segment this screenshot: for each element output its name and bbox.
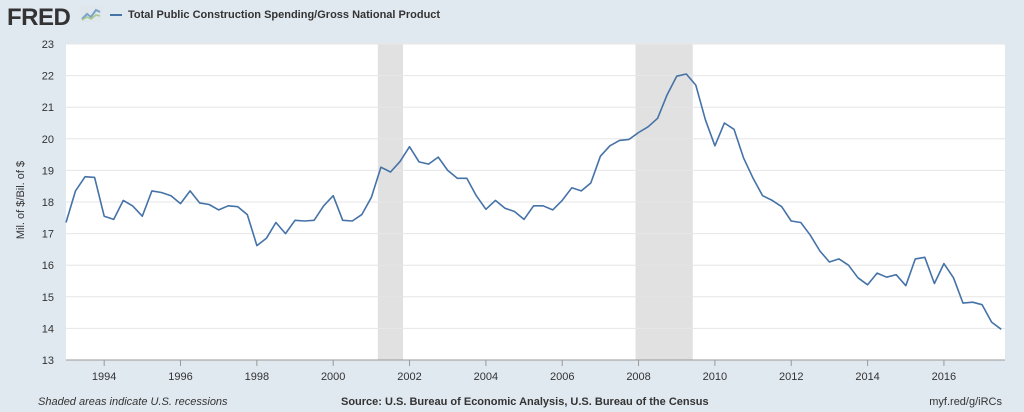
chart-legend: Total Public Construction Spending/Gross… (110, 9, 440, 21)
series-line (65, 73, 1002, 330)
fred-logo-chart-icon (80, 6, 102, 22)
y-tick-label: 22 (42, 71, 54, 83)
legend-swatch (110, 14, 122, 16)
line-chart: 1994 1996 1998 2000 2002 2004 2006 2008 2010 2012… (15, 39, 1005, 383)
y-tick-label: 13 (42, 355, 54, 367)
recession-note: Shaded areas indicate U.S. recessions (38, 396, 228, 408)
short-link[interactable]: myf.red/g/iRCs (929, 396, 1002, 408)
y-tick-label: 19 (42, 165, 54, 177)
y-axis-label: Mil. of $/Bil. of $ (15, 161, 27, 239)
x-tick-label: 2000 (321, 371, 345, 383)
x-tick-label: 1996 (168, 371, 192, 383)
x-tick-label: 1994 (92, 371, 116, 383)
x-tick-label: 2004 (474, 371, 498, 383)
y-tick-label: 16 (42, 260, 54, 272)
x-tick-label: 2008 (626, 371, 650, 383)
x-tick-label: 2014 (855, 371, 879, 383)
x-tick-label: 1998 (245, 371, 269, 383)
x-tick-label: 2012 (779, 371, 803, 383)
series (65, 73, 1002, 330)
y-tick-label: 15 (42, 292, 54, 304)
y-tick-label: 23 (42, 39, 54, 51)
y-tick-label: 21 (42, 102, 54, 114)
x-tick-label: 2006 (550, 371, 574, 383)
x-axis: 1994 1996 1998 2000 2002 2004 2006 2008 2010 2012… (66, 359, 1005, 383)
x-tick-label: 2016 (932, 371, 956, 383)
chart-header: FRED Total Public Construction Spending/… (0, 0, 1024, 34)
source-text: Source: U.S. Bureau of Economic Analysis… (341, 396, 709, 408)
fred-logo[interactable]: FRED (7, 4, 71, 31)
y-tick-label: 14 (42, 323, 54, 335)
x-tick-label: 2002 (397, 371, 421, 383)
x-tick-label: 2010 (703, 371, 727, 383)
y-axis: 13 14 15 16 17 18 19 20 21 22 23 (42, 39, 54, 367)
y-tick-label: 17 (42, 229, 54, 241)
legend-series-label: Total Public Construction Spending/Gross… (128, 9, 441, 21)
y-tick-label: 18 (42, 197, 54, 209)
y-tick-label: 20 (42, 134, 54, 146)
